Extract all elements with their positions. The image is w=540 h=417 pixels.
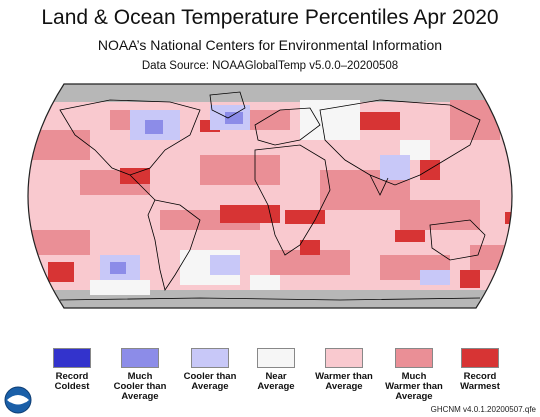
- legend-label-line: Record: [463, 371, 497, 382]
- legend-label-line: Average: [191, 381, 229, 392]
- legend-swatch: [53, 348, 91, 368]
- data-source: Data Source: NOAAGlobalTemp v5.0.0–20200…: [141, 60, 399, 72]
- legend-cooler: Cooler than Average: [172, 348, 248, 392]
- legend-swatch: [257, 348, 295, 368]
- legend-swatch: [121, 348, 159, 368]
- legend-warmer: Warmer than Average: [306, 348, 382, 392]
- legend-swatch: [325, 348, 363, 368]
- legend-label-line: Record: [55, 371, 89, 382]
- legend-label: Warmer than Average: [306, 372, 382, 392]
- land-outlines: [59, 91, 486, 301]
- legend-label-line: Cooler than: [183, 371, 237, 382]
- globe-border: [27, 83, 513, 309]
- legend-label-line: Much: [127, 371, 153, 382]
- legend-much-warmer: Much Warmer than Average: [376, 348, 452, 402]
- record-warmest-regions: [48, 112, 512, 288]
- legend-label: Cooler than Average: [172, 372, 248, 392]
- legend-label-line: Warmer than: [385, 381, 443, 392]
- version-label: GHCNM v4.0.1.20200507.qfe: [430, 405, 536, 414]
- legend-much-cooler: Much Cooler than Average: [102, 348, 178, 402]
- legend-label: Much Cooler than Average: [102, 372, 178, 402]
- legend-label-line: Average: [395, 391, 433, 402]
- legend-label-line: Warmest: [460, 381, 500, 392]
- antarctic-no-data: [28, 290, 512, 308]
- legend-record-coldest: Record Coldest: [34, 348, 110, 392]
- legend-label-line: Coldest: [54, 381, 90, 392]
- arctic-no-data: [28, 84, 512, 102]
- legend-record-warmest: Record Warmest: [442, 348, 518, 392]
- legend-label: Record Coldest: [34, 372, 110, 392]
- map-subtitle: NOAA’s National Centers for Environmenta…: [97, 37, 443, 53]
- noaa-logo-icon: [4, 386, 32, 414]
- cooler-regions: [100, 105, 450, 285]
- much-cooler-regions: [110, 112, 243, 274]
- near-average-regions: [90, 100, 430, 295]
- map-title: Land & Ocean Temperature Percentiles Apr…: [41, 6, 499, 29]
- legend-label: Near Average: [238, 372, 314, 392]
- legend-label: Record Warmest: [442, 372, 518, 392]
- legend-swatch: [395, 348, 433, 368]
- legend-label-line: Warmer than: [315, 371, 373, 382]
- legend-label-line: Cooler than: [113, 381, 167, 392]
- legend-swatch: [191, 348, 229, 368]
- legend-label-line: Average: [325, 381, 363, 392]
- legend-label-line: Near: [265, 371, 287, 382]
- legend-near-average: Near Average: [238, 348, 314, 392]
- legend-label-line: Much: [401, 371, 427, 382]
- legend-label-line: Average: [257, 381, 295, 392]
- legend-label: Much Warmer than Average: [376, 372, 452, 402]
- legend-swatch: [461, 348, 499, 368]
- legend-label-line: Average: [121, 391, 159, 402]
